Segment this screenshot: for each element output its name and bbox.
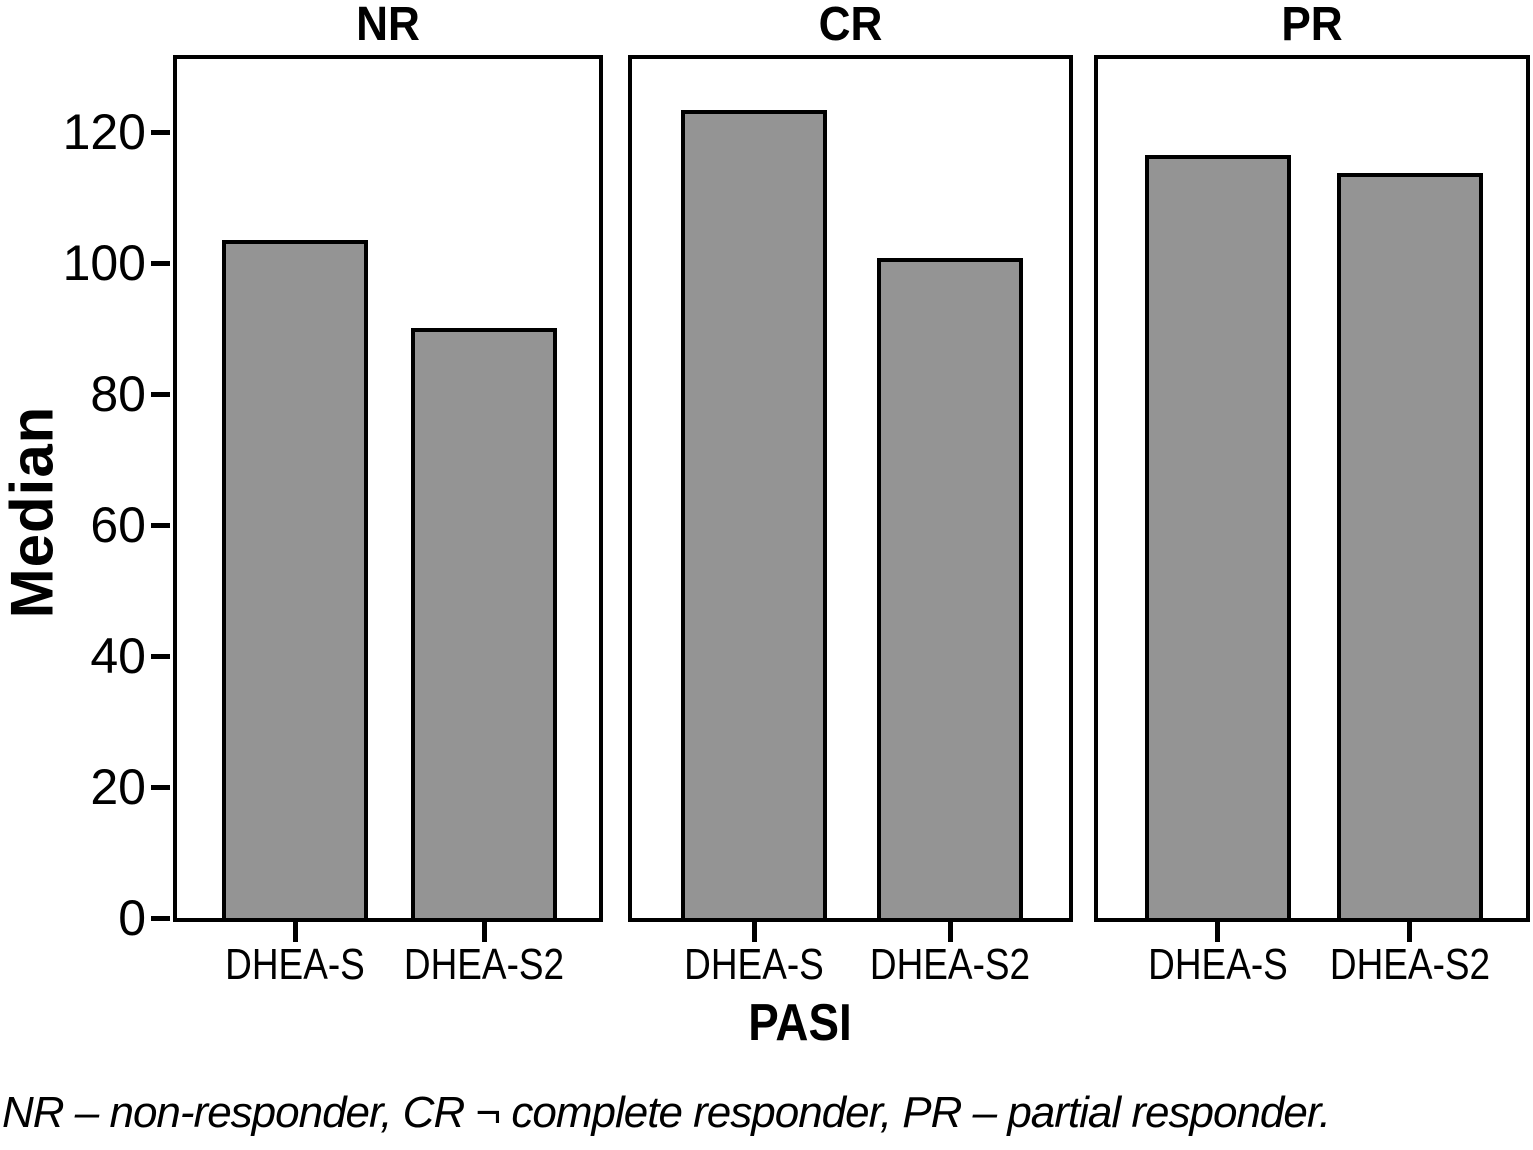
x-axis-title: PASI	[748, 994, 852, 1052]
y-axis-tick-label: 0	[118, 890, 146, 946]
panel-nr	[173, 55, 603, 922]
y-axis-tick	[151, 784, 170, 790]
panel-pr	[1094, 55, 1530, 922]
x-axis-tick	[1215, 922, 1220, 942]
x-axis-tick	[293, 922, 298, 942]
y-axis-tick	[151, 129, 170, 135]
y-axis-tick	[151, 260, 170, 266]
y-axis-tick-label: 100	[62, 234, 146, 291]
y-axis-tick	[151, 391, 170, 397]
category-label: DHEA-S2	[1329, 940, 1491, 989]
category-label: DHEA-S	[1148, 940, 1288, 989]
y-axis-tick	[151, 916, 170, 921]
x-axis-tick	[482, 922, 487, 942]
panel-title-nr: NR	[356, 0, 420, 51]
bar-nr-dhea-s	[222, 240, 368, 918]
bar-cr-dhea-s	[681, 110, 827, 918]
y-axis-tick	[151, 653, 170, 659]
category-label: DHEA-S2	[869, 940, 1031, 989]
bar-pr-dhea-s	[1145, 155, 1291, 918]
category-label: DHEA-S	[225, 940, 365, 989]
bar-pr-dhea-s2	[1337, 173, 1483, 918]
panel-cr	[628, 55, 1073, 922]
x-axis-tick	[752, 922, 757, 942]
y-axis-tick-label: 20	[90, 758, 146, 815]
x-axis-tick	[1407, 922, 1412, 942]
category-label: DHEA-S2	[403, 940, 565, 989]
category-label: DHEA-S	[684, 940, 824, 989]
y-axis-tick-label: 80	[90, 365, 146, 422]
panel-title-pr: PR	[1281, 0, 1343, 51]
bar-nr-dhea-s2	[411, 328, 557, 918]
y-axis-tick	[151, 522, 170, 528]
y-axis-tick-label: 40	[90, 627, 146, 684]
panel-title-cr: CR	[818, 0, 883, 51]
y-axis-tick-label: 120	[62, 103, 146, 160]
y-axis-tick-label: 60	[90, 496, 146, 553]
bar-cr-dhea-s2	[877, 258, 1023, 918]
figure-caption: NR – non-responder, CR ¬ complete respon…	[2, 1088, 1331, 1137]
x-axis-tick	[948, 922, 953, 942]
